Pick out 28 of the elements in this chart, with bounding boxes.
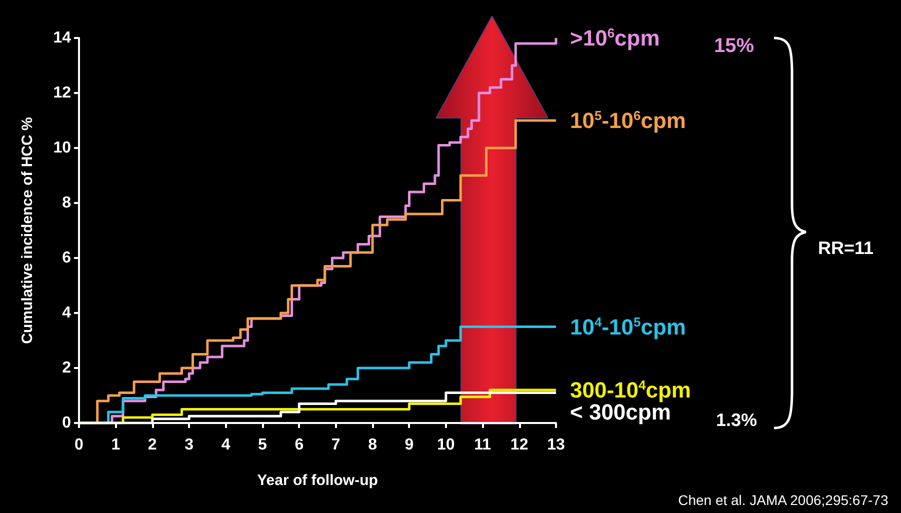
x-tick-label: 3 <box>184 436 194 454</box>
y-tick-label: 6 <box>62 250 72 266</box>
x-tick-label: 11 <box>474 436 492 454</box>
y-tick-label: 10 <box>53 140 72 156</box>
x-tick-label: 0 <box>74 436 84 454</box>
y-tick-label: 14 <box>53 30 72 46</box>
text: RR=11 <box>818 238 874 258</box>
y-tick-label: 2 <box>62 360 72 376</box>
x-tick-label: 5 <box>258 436 268 454</box>
x-tick-label: 7 <box>331 436 340 454</box>
y-tick-label: 4 <box>62 304 72 322</box>
x-tick-label: 9 <box>404 436 414 454</box>
x-tick-label: 6 <box>294 436 304 454</box>
text: Chen et al. JAMA 2006;295:67-73 <box>678 492 888 508</box>
x-tick-label: 12 <box>510 436 528 454</box>
x-tick-label: 4 <box>221 436 230 454</box>
y-tick-label: 8 <box>62 194 72 212</box>
y-tick-label: 0 <box>62 414 72 432</box>
text: 1.3% <box>716 410 758 430</box>
x-tick-label: 10 <box>437 436 455 454</box>
x-axis-title: Year of follow-up <box>257 472 378 489</box>
x-tick-label: 8 <box>368 436 378 454</box>
y-tick-label: 12 <box>53 84 72 102</box>
text: 15% <box>714 35 754 57</box>
x-tick-label: 13 <box>547 436 565 454</box>
y-axis-title: Cumulative incidence of HCC % <box>19 117 36 344</box>
x-tick-label: 1 <box>111 436 120 454</box>
x-tick-label: 2 <box>148 436 157 454</box>
